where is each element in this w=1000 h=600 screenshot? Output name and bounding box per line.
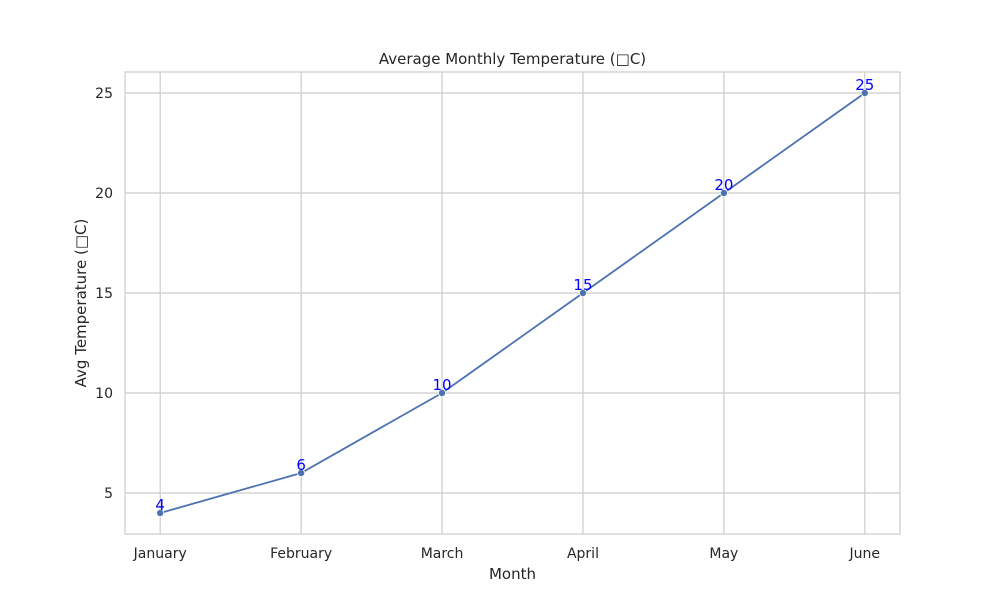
x-tick-label: May bbox=[709, 546, 738, 562]
y-tick-labels: 5 10 15 20 25 bbox=[95, 86, 113, 502]
chart-title: Average Monthly Temperature (□C) bbox=[379, 50, 646, 68]
data-point bbox=[860, 89, 869, 98]
data-label-group: 4 6 10 15 20 25 bbox=[155, 76, 874, 514]
series-line-group bbox=[159, 92, 866, 514]
x-tick-label: June bbox=[849, 546, 881, 562]
data-label: 4 bbox=[155, 496, 165, 514]
data-point bbox=[578, 288, 587, 297]
y-tick-label: 20 bbox=[95, 186, 113, 202]
data-label: 6 bbox=[296, 456, 306, 474]
x-tick-label: February bbox=[270, 546, 332, 562]
y-tick-label: 25 bbox=[95, 86, 113, 102]
grid bbox=[125, 72, 900, 534]
x-tick-label: March bbox=[421, 546, 464, 562]
data-label: 20 bbox=[714, 176, 733, 194]
x-tick-labels: January February March April May June bbox=[133, 546, 880, 562]
data-point bbox=[719, 188, 728, 197]
y-tick-label: 10 bbox=[95, 386, 113, 402]
series-line bbox=[159, 92, 866, 514]
data-point-group bbox=[156, 89, 869, 517]
y-axis-title: Avg Temperature (□C) bbox=[72, 219, 90, 388]
data-label: 25 bbox=[855, 76, 874, 94]
x-axis-title: Month bbox=[489, 565, 536, 583]
plot-area bbox=[124, 71, 901, 535]
y-tick-label: 5 bbox=[104, 486, 113, 502]
data-point bbox=[156, 508, 165, 517]
data-point bbox=[297, 468, 306, 477]
data-point bbox=[438, 388, 447, 397]
y-tick-label: 15 bbox=[95, 286, 113, 302]
x-tick-label: April bbox=[567, 546, 599, 562]
data-label: 10 bbox=[432, 376, 451, 394]
data-label: 15 bbox=[573, 276, 592, 294]
x-tick-label: January bbox=[133, 546, 187, 562]
